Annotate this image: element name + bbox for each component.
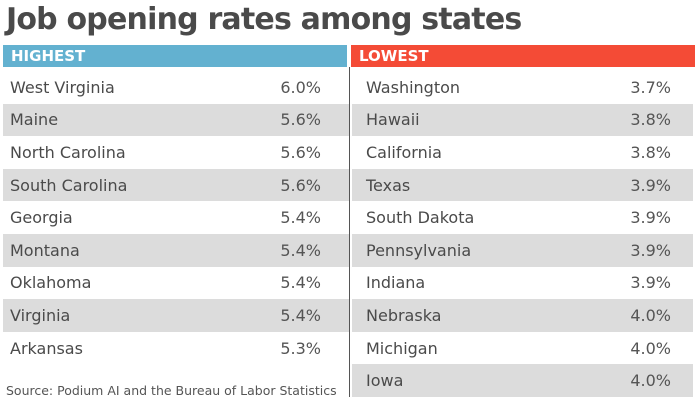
rate-value: 6.0% (280, 77, 321, 97)
rate-value: 3.8% (630, 142, 671, 162)
table-row: Nebraska 4.0% (352, 299, 693, 332)
rate-value: 5.6% (280, 110, 321, 130)
lowest-table: Washington 3.7% Hawaii 3.8% California 3.8% Te… (352, 71, 693, 397)
table-row: Maine 5.6% (3, 103, 349, 137)
table-row: Indiana 3.9% (352, 267, 693, 300)
table-row: Pennsylvania 3.9% (352, 233, 693, 267)
state-name: West Virginia (10, 77, 115, 97)
highest-header: HIGHEST (3, 45, 347, 67)
table-row: Washington 3.7% (352, 71, 693, 104)
highest-table: West Virginia 6.0% Maine 5.6% North Carolina… (3, 71, 349, 364)
table-row: Georgia 5.4% (3, 201, 349, 234)
rate-value: 3.9% (630, 175, 671, 195)
state-name: North Carolina (10, 142, 126, 162)
rate-value: 5.3% (280, 338, 321, 358)
state-name: Nebraska (366, 305, 442, 325)
state-name: Arkansas (10, 338, 83, 358)
table-row: West Virginia 6.0% (3, 71, 349, 104)
state-name: Indiana (366, 273, 426, 293)
source-note: Source: Podium AI and the Bureau of Labo… (6, 383, 337, 398)
rate-value: 5.4% (280, 240, 321, 260)
rate-value: 3.9% (630, 208, 671, 228)
state-name: Montana (10, 240, 80, 260)
state-name: Georgia (10, 208, 73, 228)
rate-value: 5.6% (280, 142, 321, 162)
rate-value: 3.9% (630, 273, 671, 293)
rate-value: 3.8% (630, 110, 671, 130)
state-name: Iowa (366, 371, 404, 391)
state-name: Maine (10, 110, 59, 130)
table-row: South Carolina 5.6% (3, 168, 349, 202)
rate-value: 3.7% (630, 77, 671, 97)
rate-value: 5.4% (280, 273, 321, 293)
rate-value: 5.4% (280, 208, 321, 228)
chart-title: Job opening rates among states (6, 2, 522, 37)
rate-value: 4.0% (630, 305, 671, 325)
table-row: North Carolina 5.6% (3, 136, 349, 169)
state-name: Michigan (366, 338, 438, 358)
rate-value: 4.0% (630, 371, 671, 391)
table-row: Michigan 4.0% (352, 332, 693, 365)
state-name: Washington (366, 77, 461, 97)
table-row: South Dakota 3.9% (352, 201, 693, 234)
table-row: Oklahoma 5.4% (3, 267, 349, 300)
table-row: Texas 3.9% (352, 168, 693, 202)
state-name: Oklahoma (10, 273, 92, 293)
table-row: Iowa 4.0% (352, 364, 693, 397)
state-name: Virginia (10, 305, 71, 325)
rate-value: 5.4% (280, 305, 321, 325)
table-row: Montana 5.4% (3, 233, 349, 267)
lowest-header: LOWEST (351, 45, 695, 67)
rate-value: 3.9% (630, 240, 671, 260)
table-row: California 3.8% (352, 136, 693, 169)
rate-value: 5.6% (280, 175, 321, 195)
table-row: Hawaii 3.8% (352, 103, 693, 137)
state-name: South Dakota (366, 208, 475, 228)
state-name: California (366, 142, 442, 162)
state-name: Texas (366, 175, 411, 195)
table-row: Virginia 5.4% (3, 299, 349, 332)
column-divider (349, 67, 350, 397)
state-name: South Carolina (10, 175, 128, 195)
state-name: Hawaii (366, 110, 420, 130)
rate-value: 4.0% (630, 338, 671, 358)
state-name: Pennsylvania (366, 240, 472, 260)
table-row: Arkansas 5.3% (3, 332, 349, 365)
